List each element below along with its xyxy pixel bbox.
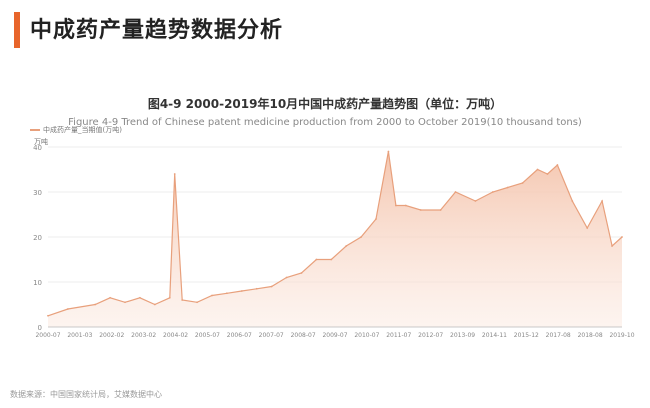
x-tick-label: 2011-07	[386, 332, 411, 339]
legend-swatch	[30, 129, 40, 131]
data-point	[94, 303, 97, 306]
x-tick-label: 2004-02	[163, 332, 188, 339]
chart-title: 图4-9 2000-2019年10月中国中成药产量趋势图（单位：万吨）	[147, 97, 503, 111]
data-point	[66, 308, 69, 310]
y-tick-label: 30	[33, 189, 42, 197]
x-tick-label: 2017-08	[546, 332, 571, 339]
x-tick-label: 2006-07	[227, 332, 252, 339]
data-source: 数据来源：中国国家统计局，艾媒数据中心	[10, 390, 162, 399]
y-tick-label: 20	[33, 234, 42, 242]
x-tick-label: 2012-07	[418, 332, 443, 339]
data-point	[394, 204, 397, 207]
data-point	[255, 287, 258, 290]
data-point	[556, 164, 559, 166]
x-tick-label: 2015-12	[514, 332, 539, 339]
data-point	[439, 209, 442, 211]
data-point	[454, 191, 457, 193]
x-tick-label: 2003-02	[131, 332, 156, 339]
data-point	[109, 296, 112, 299]
x-tick-label: 2013-09	[450, 332, 475, 339]
x-tick-label: 2002-02	[99, 332, 124, 339]
data-point	[240, 290, 243, 292]
data-point	[474, 200, 477, 202]
data-point	[300, 272, 303, 274]
data-point	[601, 200, 604, 202]
data-point	[181, 299, 184, 301]
data-point	[419, 209, 422, 211]
chart-legend: 中成药产量_当期值(万吨)	[30, 125, 122, 135]
data-point	[521, 182, 524, 184]
data-point	[491, 191, 494, 193]
x-tick-label: 2008-07	[291, 332, 316, 339]
data-point	[387, 150, 390, 153]
data-point	[360, 236, 362, 238]
series-area	[48, 151, 622, 327]
x-tick-label: 2007-07	[259, 332, 284, 339]
y-tick-label: 40	[33, 144, 42, 152]
data-point	[173, 173, 176, 175]
data-point	[621, 236, 623, 238]
x-tick-label: 2009-07	[322, 332, 347, 339]
data-point	[211, 294, 213, 297]
data-point	[571, 200, 574, 202]
chart-subtitle: Figure 4-9 Trend of Chinese patent medic…	[68, 117, 582, 128]
data-point	[315, 258, 318, 261]
data-point	[168, 296, 171, 299]
x-tick-label: 2010-07	[354, 332, 379, 339]
data-point	[536, 168, 539, 171]
x-tick-label: 2019-10	[609, 332, 634, 339]
data-point	[270, 285, 273, 288]
y-tick-label: 10	[33, 279, 42, 287]
data-point	[404, 204, 407, 207]
legend-label: 中成药产量_当期值(万吨)	[43, 126, 122, 134]
x-tick-label: 2001-03	[67, 332, 92, 339]
y-tick-label: 0	[38, 324, 42, 332]
data-point	[586, 227, 589, 229]
x-tick-label: 2018-08	[578, 332, 603, 339]
data-point	[330, 258, 333, 261]
page-title: 中成药产量趋势数据分析	[30, 18, 284, 43]
x-tick-label: 2005-07	[195, 332, 220, 339]
data-point	[375, 218, 377, 220]
data-point	[611, 245, 613, 247]
data-point	[546, 173, 549, 175]
data-point	[506, 186, 509, 189]
title-accent-bar	[14, 12, 20, 48]
data-point	[226, 292, 228, 295]
data-point	[285, 276, 288, 279]
data-point	[47, 314, 49, 317]
data-point	[139, 296, 141, 299]
data-point	[345, 245, 348, 247]
y-axis-unit-label: 万吨	[34, 138, 48, 146]
data-point	[153, 303, 156, 306]
data-point	[196, 301, 198, 304]
x-tick-label: 2000-07	[35, 332, 60, 339]
data-point	[124, 301, 126, 304]
x-tick-label: 2014-11	[482, 332, 507, 339]
